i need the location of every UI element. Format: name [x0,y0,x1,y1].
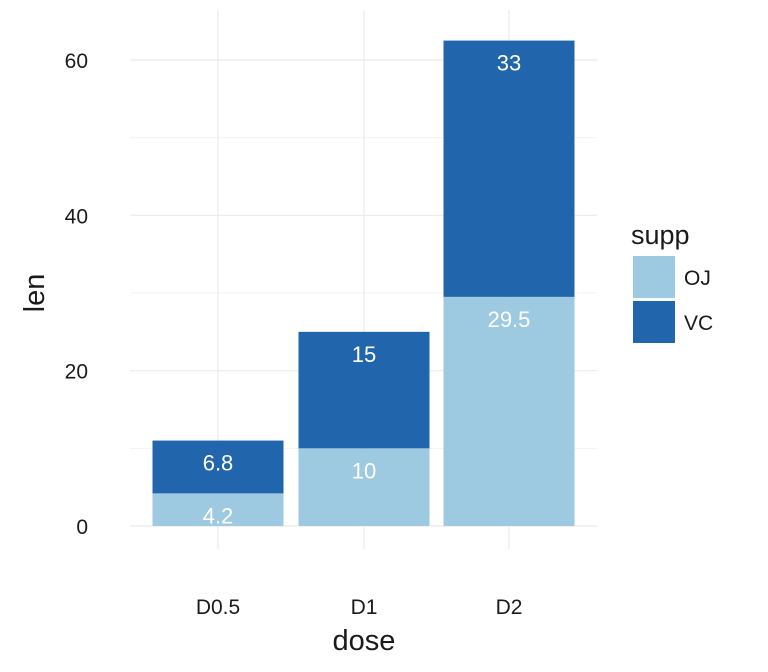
bar-value-label: 6.8 [203,451,234,476]
x-tick-label: D2 [496,596,523,619]
y-tick-label: 0 [76,516,88,539]
bar-oj-d2 [443,296,575,526]
y-tick-label: 40 [65,205,88,228]
x-axis-title: dose [333,625,396,657]
legend-swatch-vc [633,301,675,343]
legend-label-oj: OJ [684,267,711,290]
bar-oj-d1 [298,448,430,526]
bar-vc-d0-5 [152,440,284,494]
bar-vc-d2 [443,40,575,297]
bar-value-label: 15 [352,342,376,367]
bars-layer [152,40,575,526]
bar-labels-layer: 4.2 6.8 10 15 29.5 33 [203,51,531,529]
legend-title: supp [631,220,690,250]
x-tick-label: D0.5 [196,596,240,619]
y-axis-title: len [19,274,51,313]
bar-value-label: 10 [352,458,376,483]
bar-value-label: 4.2 [203,503,234,528]
x-tick-labels: D0.5 D1 D2 [196,596,523,619]
legend-label-vc: VC [684,312,713,335]
bar-vc-d1 [298,331,430,449]
y-tick-labels: 0 20 40 60 [65,50,88,539]
x-tick-label: D1 [351,596,378,619]
y-tick-label: 60 [65,50,88,73]
bar-value-label: 33 [497,51,521,76]
y-tick-label: 20 [65,361,88,384]
legend-swatch-oj [633,256,675,298]
bar-value-label: 29.5 [488,307,531,332]
bar-oj-d0-5 [152,493,284,526]
legend: supp OJ VC [631,220,713,343]
legend-items: OJ VC [633,256,713,343]
